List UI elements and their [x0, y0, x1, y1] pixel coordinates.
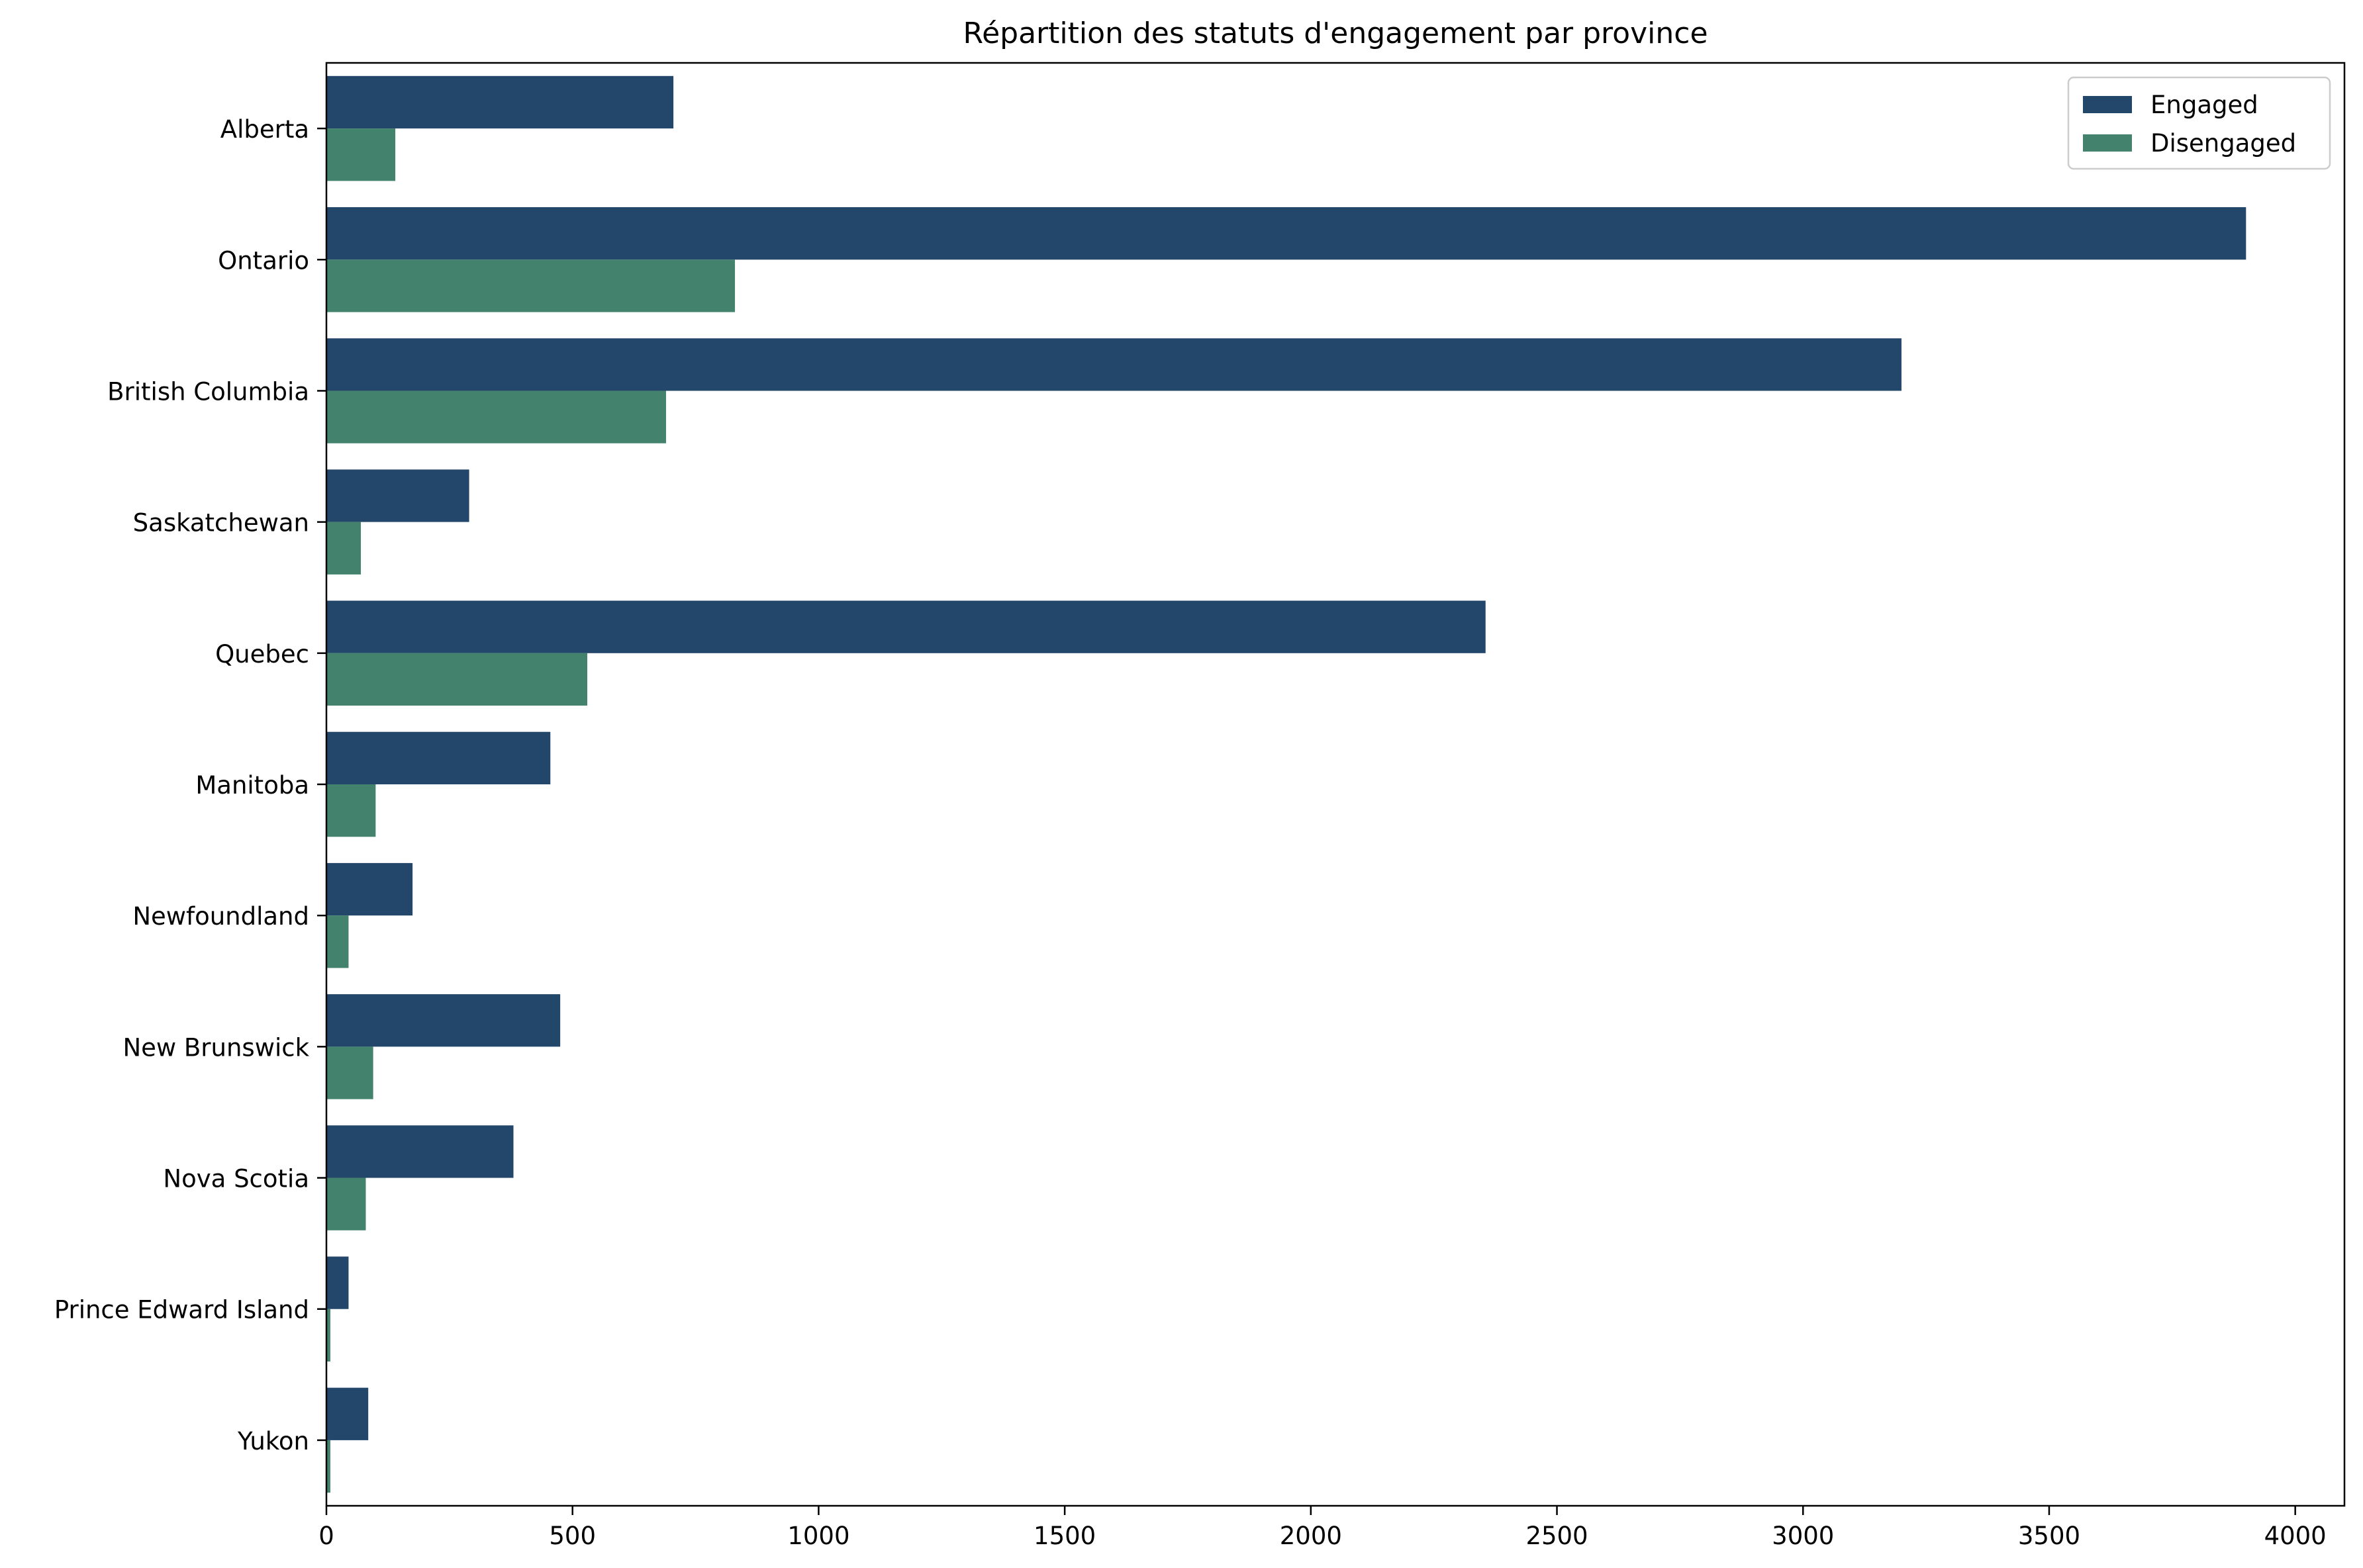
x-axis: 0 500 1000 1500 2000 2500 3000 3500 4000: [318, 1506, 2327, 1550]
bar-disengaged-prince-edward-island: [326, 1309, 330, 1361]
y-axis: Alberta Ontario British Columbia Saskatchew…: [54, 115, 326, 1455]
bar-disengaged-new-brunswick: [326, 1046, 373, 1099]
bar-disengaged-alberta: [326, 128, 396, 181]
x-tick-label: 3500: [2018, 1522, 2080, 1550]
bar-disengaged-nova-scotia: [326, 1177, 366, 1230]
bar-disengaged-saskatchewan: [326, 522, 362, 575]
legend: Engaged Disengaged: [2067, 76, 2331, 170]
x-tick-label: 2500: [1525, 1522, 1588, 1550]
x-tick-label: 1500: [1034, 1522, 1096, 1550]
bar-disengaged-manitoba: [326, 784, 376, 837]
legend-label-disengaged: Disengaged: [2150, 129, 2296, 158]
x-tick-label: 500: [549, 1522, 596, 1550]
y-tick-label: Manitoba: [195, 771, 309, 800]
y-tick-label: Yukon: [237, 1427, 309, 1455]
bar-engaged-ontario: [326, 207, 2246, 260]
legend-swatch-disengaged: [2083, 134, 2132, 152]
bar-engaged-newfoundland: [326, 862, 413, 916]
y-tick-label: Newfoundland: [132, 902, 309, 931]
y-tick-label: Nova Scotia: [163, 1165, 309, 1193]
bar-engaged-quebec: [326, 600, 1486, 653]
legend-swatch-engaged: [2083, 96, 2132, 113]
y-tick-label: Alberta: [220, 115, 309, 144]
x-tick-label: 2000: [1280, 1522, 1342, 1550]
x-tick-label: 4000: [2264, 1522, 2327, 1550]
legend-box: [2067, 76, 2331, 170]
y-tick-label: British Columbia: [107, 377, 309, 406]
bars-group: [326, 75, 2246, 1493]
bar-engaged-british-columbia: [326, 338, 1902, 391]
y-tick-label: Prince Edward Island: [54, 1296, 309, 1324]
bar-engaged-nova-scotia: [326, 1125, 514, 1178]
y-tick-label: Saskatchewan: [133, 509, 309, 537]
bar-disengaged-yukon: [326, 1440, 330, 1493]
x-tick-label: 3000: [1772, 1522, 1834, 1550]
plot-frame: [325, 62, 2346, 1507]
x-tick-label: 0: [318, 1522, 334, 1550]
bar-engaged-saskatchewan: [326, 469, 469, 522]
y-tick-label: New Brunswick: [122, 1033, 309, 1062]
bar-engaged-manitoba: [326, 731, 551, 784]
legend-label-engaged: Engaged: [2150, 91, 2258, 119]
y-tick-label: Ontario: [218, 246, 309, 275]
bar-disengaged-ontario: [326, 259, 736, 312]
x-tick-label: 1000: [787, 1522, 849, 1550]
bar-engaged-yukon: [326, 1387, 369, 1440]
chart-title: Répartition des statuts d'engagement par…: [963, 17, 1708, 50]
bar-disengaged-quebec: [326, 653, 588, 706]
bar-disengaged-newfoundland: [326, 915, 349, 968]
bar-disengaged-british-columbia: [326, 391, 666, 443]
bar-engaged-prince-edward-island: [326, 1256, 349, 1309]
bar-engaged-new-brunswick: [326, 994, 561, 1047]
bar-engaged-alberta: [326, 75, 674, 129]
y-tick-label: Quebec: [215, 640, 309, 669]
